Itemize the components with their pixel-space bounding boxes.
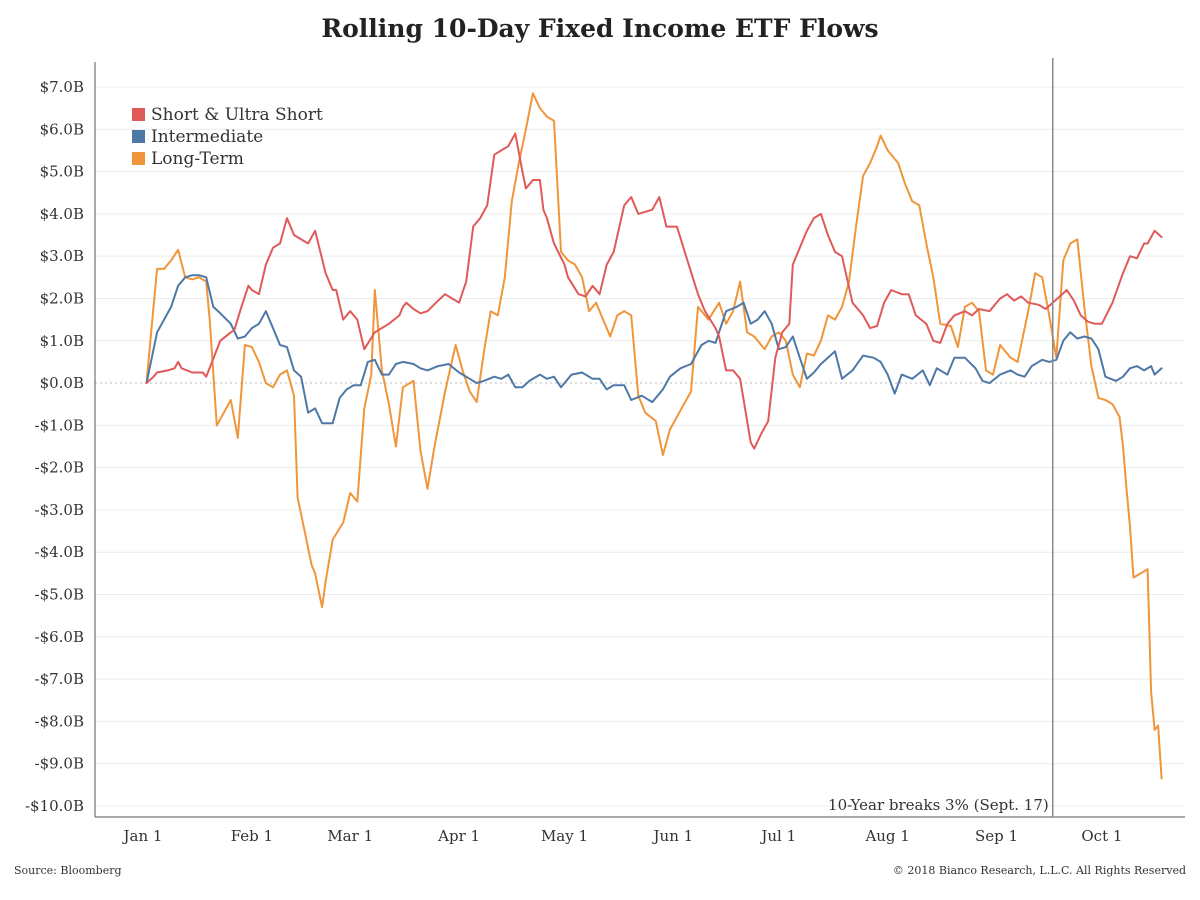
- y-tick-label: $1.0B: [40, 332, 84, 350]
- y-tick-label: $6.0B: [40, 120, 84, 138]
- x-tick-label: Apr 1: [437, 827, 480, 845]
- y-tick-label: -$6.0B: [35, 628, 85, 646]
- legend-item-long-term[interactable]: Long-Term: [132, 148, 323, 170]
- x-tick-label: May 1: [541, 827, 588, 845]
- y-tick-label: -$8.0B: [35, 712, 85, 730]
- x-tick-label: Feb 1: [231, 827, 273, 845]
- y-tick-label: -$2.0B: [35, 459, 85, 477]
- x-tick-label: Jul 1: [759, 827, 796, 845]
- y-tick-label: $7.0B: [40, 78, 84, 96]
- legend-swatch-short: [132, 108, 145, 121]
- y-tick-label: -$7.0B: [35, 670, 85, 688]
- axis-layer: $7.0B $6.0B $5.0B $4.0B $3.0B $2.0B $1.0B $0.0B…: [25, 62, 1185, 845]
- y-tick-label: $3.0B: [40, 247, 84, 265]
- y-tick-label: $0.0B: [40, 374, 84, 392]
- copyright-note: © 2018 Bianco Research, L.L.C. All Right…: [892, 864, 1186, 877]
- legend-label-long-term: Long-Term: [151, 149, 244, 169]
- source-note: Source: Bloomberg: [14, 864, 122, 877]
- legend-item-intermediate[interactable]: Intermediate: [132, 126, 323, 148]
- series-line-intermediate: [145, 274, 1163, 425]
- legend-swatch-long-term: [132, 152, 145, 165]
- x-tick-label: Aug 1: [864, 827, 909, 845]
- series-layer: [145, 92, 1163, 780]
- legend-swatch-intermediate: [132, 130, 145, 143]
- y-tick-label: -$9.0B: [35, 755, 85, 773]
- legend: Short & Ultra Short Intermediate Long-Te…: [132, 104, 323, 170]
- y-tick-label: -$10.0B: [25, 797, 84, 815]
- y-tick-label: $2.0B: [40, 289, 84, 307]
- y-tick-label: -$1.0B: [35, 416, 85, 434]
- y-tick-label: -$4.0B: [35, 543, 85, 561]
- chart-title: Rolling 10-Day Fixed Income ETF Flows: [321, 14, 879, 43]
- x-tick-label: Oct 1: [1081, 827, 1122, 845]
- legend-label-short: Short & Ultra Short: [151, 105, 323, 125]
- series-line-short-ultra-short: [145, 132, 1163, 450]
- y-tick-label: -$3.0B: [35, 501, 85, 519]
- annotation-layer: 10-Year breaks 3% (Sept. 17): [828, 58, 1054, 817]
- series-line-long-term: [145, 92, 1163, 780]
- x-tick-label: Sep 1: [975, 827, 1018, 845]
- legend-label-intermediate: Intermediate: [151, 127, 264, 147]
- y-tick-label: $4.0B: [40, 205, 84, 223]
- x-tick-label: Jan 1: [122, 827, 163, 845]
- grid-layer: [95, 86, 1185, 807]
- y-tick-label: -$5.0B: [35, 586, 85, 604]
- y-tick-label: $5.0B: [40, 163, 84, 181]
- annotation-label: 10-Year breaks 3% (Sept. 17): [828, 796, 1049, 814]
- legend-item-short[interactable]: Short & Ultra Short: [132, 104, 323, 126]
- x-tick-label: Mar 1: [327, 827, 373, 845]
- x-tick-label: Jun 1: [652, 827, 694, 845]
